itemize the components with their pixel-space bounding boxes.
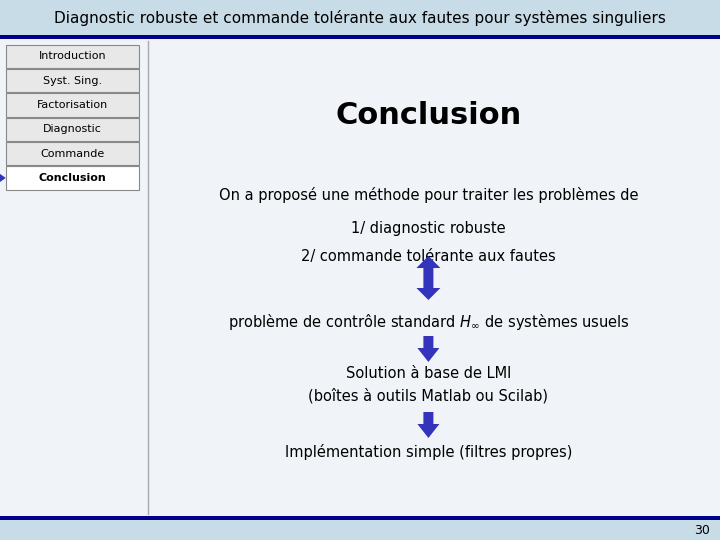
Bar [0,0,720,35]
Bar [6,69,139,92]
Polygon shape [416,256,441,278]
Bar [0,520,720,540]
Bar [6,93,139,117]
Text: Conclusion: Conclusion [336,100,521,130]
Bar [0,35,720,39]
Text: Diagnostic robuste et commande tolérante aux fautes pour systèmes singuliers: Diagnostic robuste et commande tolérante… [54,10,666,25]
Bar [6,142,139,165]
Bar [6,166,139,190]
Text: Solution à base de LMI: Solution à base de LMI [346,367,511,381]
Text: Factorisation: Factorisation [37,100,108,110]
Text: Introduction: Introduction [39,51,106,62]
Bar [6,118,139,141]
Text: 2/ commande tolérante aux fautes: 2/ commande tolérante aux fautes [301,248,556,264]
Polygon shape [0,170,6,186]
Text: 30: 30 [694,523,710,537]
Text: Syst. Sing.: Syst. Sing. [42,76,102,86]
Polygon shape [418,412,439,438]
Text: Diagnostic: Diagnostic [43,124,102,134]
Bar [0,516,720,520]
Text: Conclusion: Conclusion [38,173,107,183]
Text: Commande: Commande [40,148,104,159]
Text: 1/ diagnostic robuste: 1/ diagnostic robuste [351,220,505,235]
Polygon shape [416,278,441,300]
Text: (boîtes à outils Matlab ou Scilab): (boîtes à outils Matlab ou Scilab) [308,388,549,404]
Text: Implémentation simple (filtres propres): Implémentation simple (filtres propres) [284,444,572,460]
Polygon shape [418,336,439,362]
Text: On a proposé une méthode pour traiter les problèmes de: On a proposé une méthode pour traiter le… [219,187,638,203]
Bar [6,45,139,68]
Text: problème de contrôle standard $H_\infty$ de systèmes usuels: problème de contrôle standard $H_\infty$… [228,312,629,332]
